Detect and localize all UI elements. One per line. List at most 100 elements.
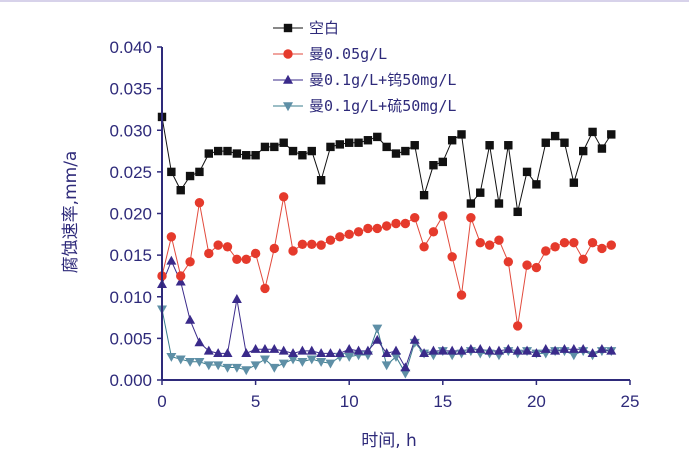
data-point xyxy=(185,357,196,367)
data-point xyxy=(410,141,419,150)
data-point xyxy=(325,359,336,369)
data-point xyxy=(325,235,336,245)
data-point xyxy=(512,345,523,355)
data-point xyxy=(513,207,522,217)
data-point xyxy=(334,348,345,358)
data-point xyxy=(166,255,177,265)
data-point xyxy=(222,363,233,373)
data-point xyxy=(316,348,327,358)
data-point xyxy=(559,343,570,353)
y-tick-label: 0.025 xyxy=(109,163,152,182)
data-point xyxy=(278,192,289,202)
y-tick-label: 0.000 xyxy=(109,371,152,390)
data-point xyxy=(484,345,495,355)
data-point xyxy=(288,246,298,256)
data-point xyxy=(175,355,186,365)
series-markers-1 xyxy=(157,192,616,331)
data-point xyxy=(335,232,345,242)
y-tick-label: 0.035 xyxy=(109,80,152,99)
y-tick-label: 0.015 xyxy=(109,246,152,265)
series-markers xyxy=(157,112,617,379)
data-point xyxy=(503,343,514,353)
data-point xyxy=(419,348,430,358)
data-point xyxy=(568,343,579,353)
data-point xyxy=(522,167,532,177)
data-point xyxy=(587,348,598,358)
data-point xyxy=(269,343,280,353)
data-point xyxy=(269,363,280,373)
y-tick-label: 0.020 xyxy=(109,205,152,224)
data-point xyxy=(578,343,589,353)
data-point xyxy=(588,127,597,137)
data-point xyxy=(241,254,251,264)
data-point xyxy=(325,348,336,358)
data-point xyxy=(175,276,186,286)
data-point xyxy=(391,218,401,229)
data-point xyxy=(194,357,205,367)
data-point xyxy=(167,167,176,177)
data-point xyxy=(278,345,289,355)
y-tick-label: 0.030 xyxy=(109,121,152,140)
data-point xyxy=(447,252,457,262)
data-point xyxy=(419,190,429,200)
data-point xyxy=(560,138,569,147)
data-point xyxy=(503,257,514,267)
x-tick-label: 20 xyxy=(527,392,546,411)
data-point xyxy=(185,314,196,324)
data-point xyxy=(372,223,382,234)
data-point xyxy=(531,348,542,358)
data-point xyxy=(232,254,242,264)
data-point xyxy=(532,180,541,189)
data-point xyxy=(550,345,561,355)
data-point xyxy=(223,146,232,156)
data-point xyxy=(316,357,327,367)
series-markers-2 xyxy=(157,255,617,372)
series-markers-3 xyxy=(157,305,617,379)
data-point xyxy=(493,345,504,355)
data-point xyxy=(475,343,486,353)
data-point xyxy=(270,142,279,152)
data-point xyxy=(437,345,448,355)
data-point xyxy=(176,271,186,281)
data-point xyxy=(409,334,420,344)
data-point xyxy=(597,144,607,153)
y-tick-label: 0.040 xyxy=(109,38,152,57)
data-point xyxy=(391,345,401,355)
series-markers-0 xyxy=(157,112,616,217)
data-point xyxy=(251,151,260,160)
data-point xyxy=(531,262,542,273)
data-point xyxy=(231,294,242,303)
x-axis-ticks: 0 5 10 15 20 25 xyxy=(157,380,639,411)
data-point xyxy=(222,242,233,252)
data-point xyxy=(578,254,588,264)
data-point xyxy=(306,355,317,365)
data-point xyxy=(250,361,261,371)
data-point xyxy=(438,157,447,167)
legend-item-0: 空白 xyxy=(273,19,339,37)
data-point xyxy=(456,345,467,355)
data-point xyxy=(288,146,298,156)
data-point xyxy=(353,345,364,355)
data-point xyxy=(540,343,551,353)
data-point xyxy=(382,142,391,152)
data-point xyxy=(447,345,458,355)
data-point xyxy=(259,355,270,365)
data-point xyxy=(494,199,504,208)
data-point xyxy=(381,361,392,371)
data-point xyxy=(260,283,270,294)
data-point xyxy=(307,146,316,156)
data-point xyxy=(606,345,617,355)
data-point xyxy=(250,248,261,259)
data-point xyxy=(166,232,177,242)
data-point xyxy=(241,366,252,376)
data-point xyxy=(242,151,251,160)
plot-area xyxy=(157,112,617,379)
data-point xyxy=(401,146,410,156)
data-point xyxy=(222,348,233,358)
data-point xyxy=(279,138,288,147)
legend-label: 曼0.1g/L+钨50mg/L xyxy=(309,71,456,89)
data-point xyxy=(484,240,495,250)
data-point xyxy=(457,130,466,139)
data-point xyxy=(213,361,224,371)
data-point xyxy=(541,138,550,147)
